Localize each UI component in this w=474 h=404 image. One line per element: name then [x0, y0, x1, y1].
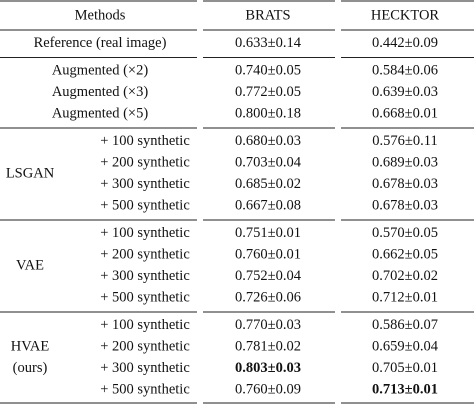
header-hecktor: HECKTOR	[371, 7, 440, 23]
group-label: HVAE	[11, 339, 50, 355]
group-label: LSGAN	[6, 165, 55, 181]
brats-cell: 0.685±0.02	[235, 176, 301, 192]
brats-cell: 0.760±0.01	[235, 247, 301, 263]
method-cell: + 200 synthetic	[100, 247, 190, 263]
method-cell: + 500 synthetic	[100, 198, 190, 214]
hecktor-cell: 0.702±0.02	[372, 268, 438, 284]
hecktor-cell: 0.678±0.03	[372, 176, 438, 192]
hecktor-cell: 0.668±0.01	[372, 106, 438, 122]
group-label: VAE	[16, 257, 44, 273]
method-cell: Augmented (×3)	[52, 84, 149, 100]
hecktor-cell: 0.713±0.01	[372, 382, 438, 398]
header-methods: Methods	[75, 7, 126, 23]
method-cell: + 200 synthetic	[100, 339, 190, 355]
brats-cell: 0.770±0.03	[235, 317, 301, 333]
hecktor-cell: 0.639±0.03	[372, 84, 438, 100]
brats-cell: 0.726±0.06	[235, 290, 301, 306]
hecktor-cell: 0.570±0.05	[372, 225, 438, 241]
brats-cell: 0.740±0.05	[235, 63, 301, 79]
hecktor-cell: 0.584±0.06	[372, 63, 438, 79]
hecktor-cell: 0.576±0.11	[372, 133, 437, 149]
brats-cell: 0.703±0.04	[235, 155, 302, 171]
method-cell: Augmented (×5)	[52, 106, 149, 122]
method-cell: + 300 synthetic	[100, 268, 190, 284]
brats-cell: 0.781±0.02	[235, 339, 301, 355]
method-cell: + 300 synthetic	[100, 176, 190, 192]
brats-cell: 0.751±0.01	[235, 225, 301, 241]
method-cell: Reference (real image)	[34, 35, 167, 51]
header-brats: BRATS	[245, 7, 290, 23]
hecktor-cell: 0.712±0.01	[372, 290, 438, 306]
hecktor-cell: 0.705±0.01	[372, 360, 438, 376]
brats-cell: 0.800±0.18	[235, 106, 301, 122]
method-cell: + 100 synthetic	[100, 225, 190, 241]
hecktor-cell: 0.442±0.09	[372, 35, 438, 51]
brats-cell: 0.752±0.04	[235, 268, 302, 284]
method-cell: Augmented (×2)	[52, 63, 149, 79]
brats-cell: 0.633±0.14	[235, 35, 302, 51]
hecktor-cell: 0.659±0.04	[372, 339, 439, 355]
brats-cell: 0.680±0.03	[235, 133, 301, 149]
hecktor-cell: 0.689±0.03	[372, 155, 438, 171]
method-cell: + 100 synthetic	[100, 317, 190, 333]
method-cell: + 200 synthetic	[100, 155, 190, 171]
hecktor-cell: 0.662±0.05	[372, 247, 438, 263]
method-cell: + 500 synthetic	[100, 382, 190, 398]
method-cell: + 300 synthetic	[100, 360, 190, 376]
brats-cell: 0.803±0.03	[235, 360, 301, 376]
brats-cell: 0.760±0.09	[235, 382, 301, 398]
group-label: (ours)	[13, 360, 48, 376]
brats-cell: 0.667±0.08	[235, 198, 301, 214]
hecktor-cell: 0.678±0.03	[372, 198, 438, 214]
brats-cell: 0.772±0.05	[235, 84, 301, 100]
hecktor-cell: 0.586±0.07	[372, 317, 438, 333]
method-cell: + 100 synthetic	[100, 133, 190, 149]
method-cell: + 500 synthetic	[100, 290, 190, 306]
